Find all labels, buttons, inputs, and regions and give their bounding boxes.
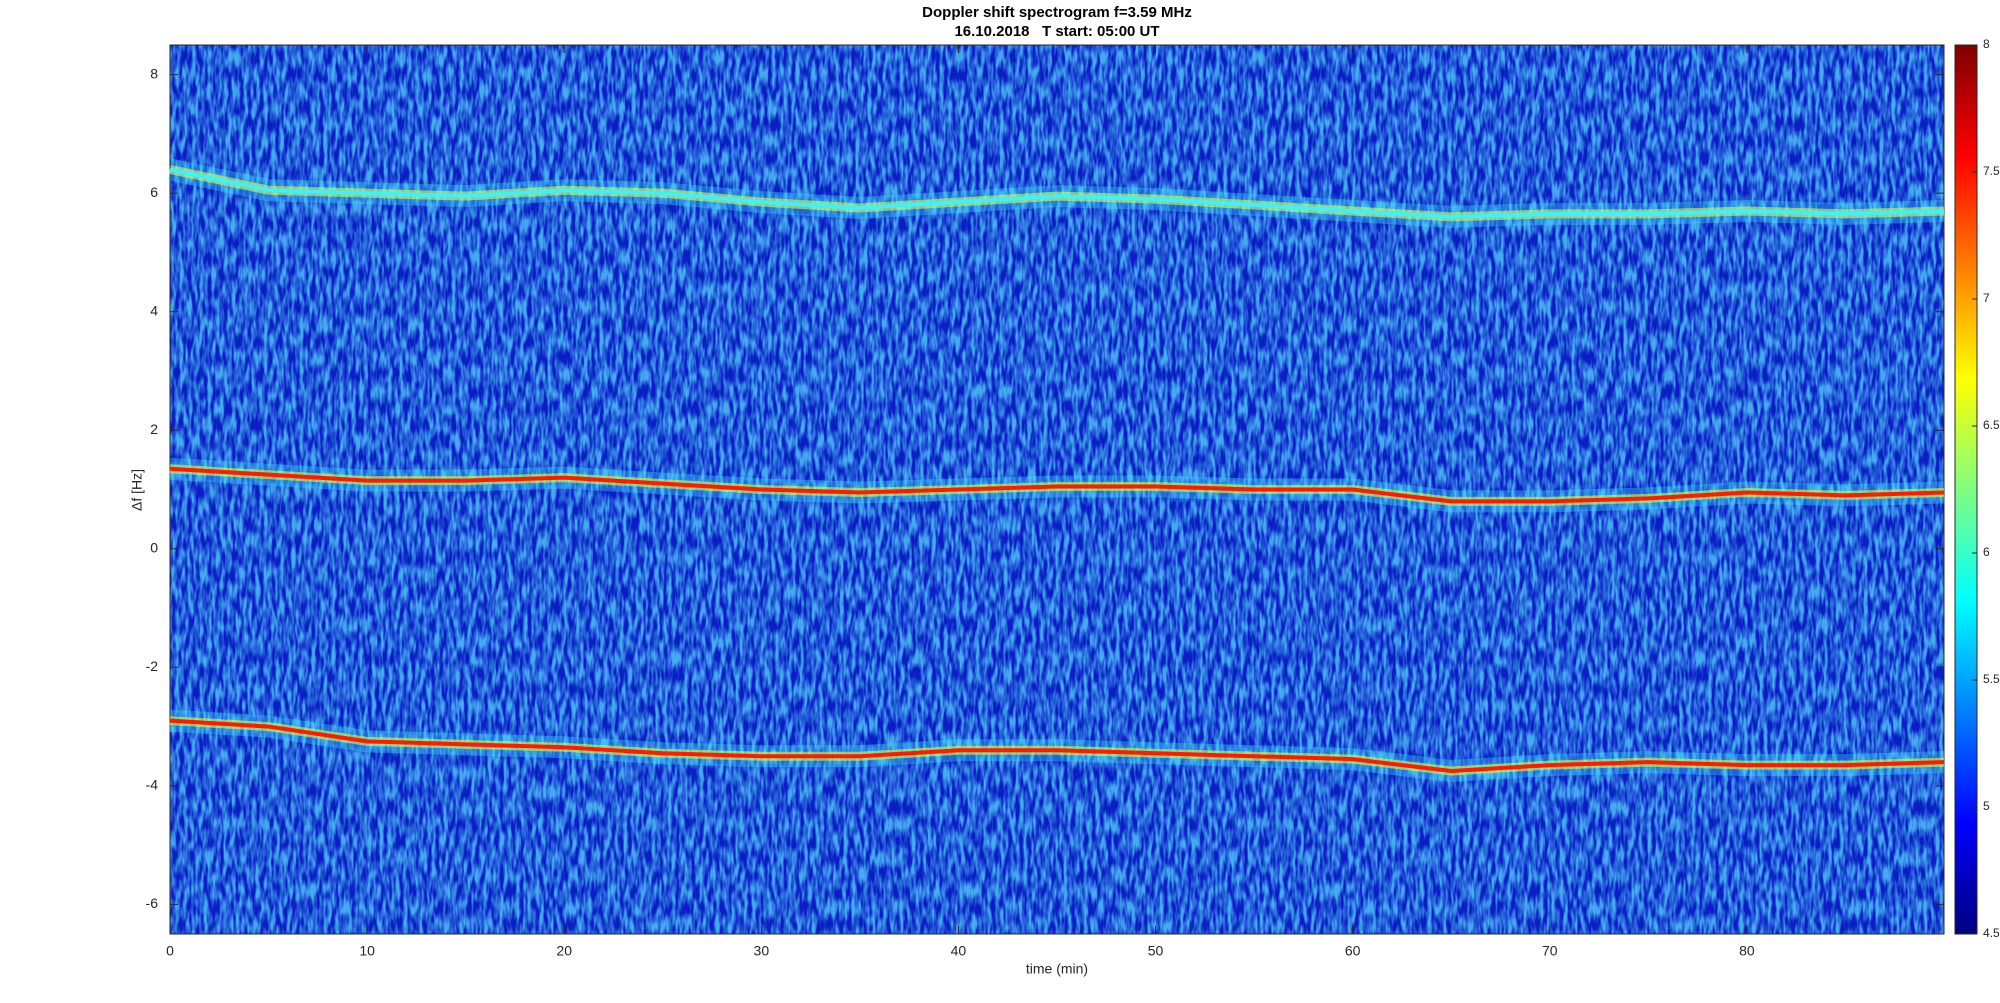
y-axis-label: Δf [Hz] — [129, 469, 145, 511]
ridge — [169, 466, 1945, 504]
colorbar — [1954, 44, 1978, 935]
colorbar-tick-label: 5 — [1983, 799, 1990, 813]
x-tick-label: 80 — [1739, 943, 1755, 959]
colorbar-tick-label: 5.5 — [1983, 672, 2000, 686]
colorbar-tick-label: 8 — [1983, 37, 1990, 51]
x-tick-label: 40 — [951, 943, 967, 959]
x-tick-label: 70 — [1542, 943, 1558, 959]
ridge — [169, 718, 1945, 774]
x-tick-label: 50 — [1148, 943, 1164, 959]
x-axis-label: time (min) — [1026, 961, 1088, 977]
colorbar-tick-label: 4.5 — [1983, 926, 2000, 940]
y-tick-label: 4 — [150, 302, 158, 318]
y-tick-label: 0 — [150, 539, 158, 555]
colorbar-tick-label: 7 — [1983, 291, 1990, 305]
colorbar-tick-label: 7.5 — [1983, 164, 2000, 178]
chart-title: Doppler shift spectrogram f=3.59 MHz — [922, 4, 1192, 21]
x-tick-label: 0 — [166, 943, 174, 959]
plot-frame — [169, 44, 1945, 935]
colorbar-tick-label: 6 — [1983, 545, 1990, 559]
y-tick-label: -4 — [146, 777, 159, 793]
y-tick-label: 8 — [150, 65, 158, 81]
x-tick-label: 20 — [556, 943, 572, 959]
chart-subtitle: 16.10.2018 T start: 05:00 UT — [954, 23, 1159, 40]
ridge — [169, 167, 1945, 219]
colorbar-tick-label: 6.5 — [1983, 418, 2000, 432]
x-tick-label: 10 — [359, 943, 375, 959]
y-tick-label: 2 — [150, 421, 158, 437]
y-tick-label: -2 — [146, 658, 159, 674]
x-tick-label: 30 — [754, 943, 770, 959]
x-tick-label: 60 — [1345, 943, 1361, 959]
y-tick-label: -6 — [146, 895, 159, 911]
y-tick-label: 6 — [150, 184, 158, 200]
